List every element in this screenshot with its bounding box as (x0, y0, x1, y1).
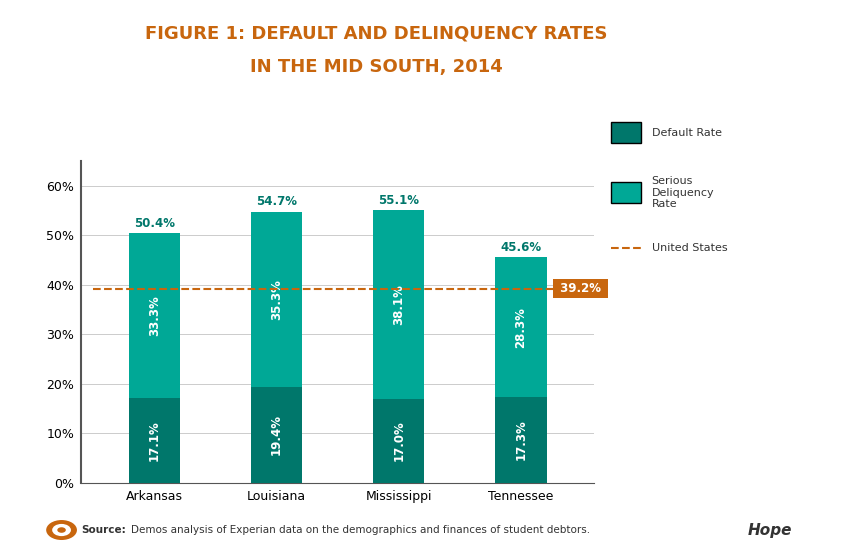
Bar (251, 387, 303, 483)
Text: 33.3%: 33.3% (148, 295, 161, 336)
Bar (495, 397, 546, 483)
Text: United States: United States (652, 243, 727, 253)
Text: 38.1%: 38.1% (392, 284, 405, 325)
Bar (251, 212, 303, 387)
Text: Default Rate: Default Rate (652, 128, 722, 138)
Text: Demos analysis of Experian data on the demographics and finances of student debt: Demos analysis of Experian data on the d… (131, 525, 590, 535)
Text: 54.7%: 54.7% (256, 195, 298, 209)
Bar (495, 257, 546, 397)
Bar (373, 210, 424, 398)
Text: Source:: Source: (81, 525, 126, 535)
Text: IN THE MID SOUTH, 2014: IN THE MID SOUTH, 2014 (250, 58, 503, 76)
Text: 35.3%: 35.3% (270, 279, 283, 320)
Text: 39.2%: 39.2% (557, 282, 605, 295)
Text: Serious
Deliquency
Rate: Serious Deliquency Rate (652, 176, 714, 209)
Bar (373, 398, 424, 483)
Text: 50.4%: 50.4% (134, 217, 175, 230)
Text: 17.3%: 17.3% (515, 420, 528, 461)
Text: FIGURE 1: DEFAULT AND DELINQUENCY RATES: FIGURE 1: DEFAULT AND DELINQUENCY RATES (145, 25, 607, 43)
Text: 45.6%: 45.6% (500, 240, 541, 254)
Text: 17.1%: 17.1% (148, 420, 161, 461)
Bar (129, 233, 180, 398)
Bar (129, 398, 180, 483)
Text: 55.1%: 55.1% (378, 194, 419, 206)
Text: Hope: Hope (748, 522, 793, 538)
Text: 17.0%: 17.0% (392, 420, 405, 461)
Text: 19.4%: 19.4% (270, 415, 283, 455)
Text: 28.3%: 28.3% (515, 307, 528, 347)
